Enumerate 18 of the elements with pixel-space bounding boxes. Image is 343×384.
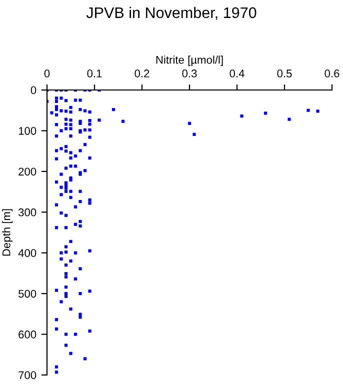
- y-tick-label: 400: [18, 249, 36, 257]
- y-tick-label: 100: [18, 126, 36, 135]
- x-tick-label: 0: [44, 70, 50, 78]
- x-tick-label: 0.5: [277, 70, 292, 78]
- y-tick-label: 300: [18, 208, 36, 216]
- y-tick-label: 700: [18, 371, 36, 380]
- x-tick-label: 0.4: [230, 70, 244, 78]
- x-tick-label: 0.6: [324, 70, 340, 78]
- y-axis-title: Depth [m]: [2, 209, 12, 256]
- y-tick-label: 200: [18, 168, 36, 176]
- x-tick-label: 0.1: [87, 70, 102, 78]
- y-tick-label: 0: [30, 86, 36, 94]
- x-axis-title: Nitrite [µmol/l]: [156, 56, 223, 66]
- y-tick-label: 500: [18, 290, 36, 298]
- y-tick-label: 600: [18, 330, 36, 338]
- x-tick-label: 0.3: [182, 70, 197, 78]
- chart-title: JPVB in November, 1970: [86, 6, 256, 20]
- x-tick-label: 0.2: [134, 70, 150, 78]
